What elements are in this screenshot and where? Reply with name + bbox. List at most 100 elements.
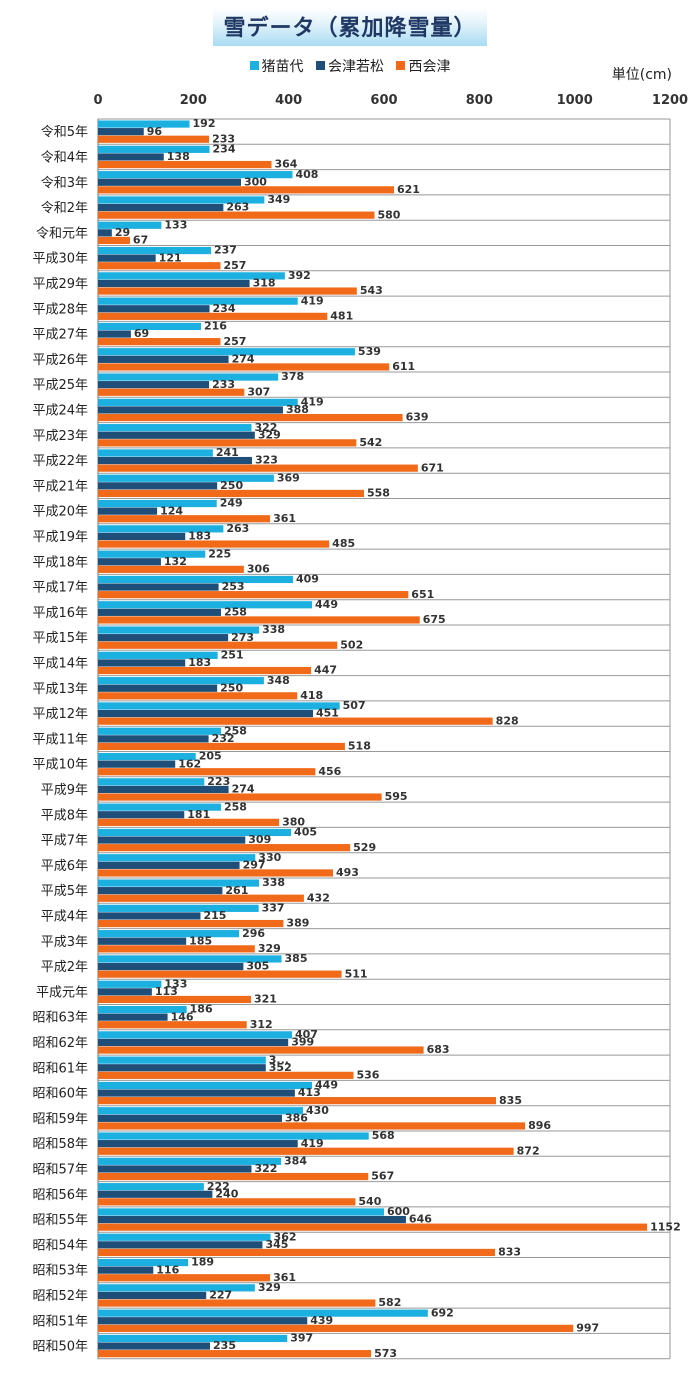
data-label: 225	[208, 547, 231, 560]
bar-inawashiro	[98, 348, 355, 356]
bar-aizuwakamatsu	[98, 735, 209, 743]
bar-aizuwakamatsu	[98, 608, 221, 616]
bar-aizuwakamatsu	[98, 1038, 289, 1047]
data-label: 1152	[650, 1220, 681, 1233]
data-label: 502	[340, 638, 363, 651]
category-label: 昭和50年	[32, 1340, 88, 1355]
data-label: 418	[300, 689, 323, 702]
data-label: 258	[224, 800, 247, 813]
data-label: 511	[345, 967, 368, 980]
bar-nishiaizu	[98, 666, 312, 675]
data-label: 251	[221, 648, 244, 661]
bar-aizuwakamatsu	[98, 203, 224, 212]
bar-nishiaizu	[98, 363, 390, 371]
bar-inawashiro	[98, 1309, 428, 1317]
data-label: 133	[164, 218, 187, 231]
bar-aizuwakamatsu	[98, 887, 223, 895]
bar-nishiaizu	[98, 565, 244, 573]
data-label: 385	[285, 952, 308, 965]
bar-inawashiro	[98, 1107, 303, 1115]
data-label: 183	[188, 656, 211, 669]
bar-aizuwakamatsu	[98, 988, 152, 996]
bar-nishiaizu	[98, 1274, 271, 1282]
data-label: 828	[496, 714, 519, 727]
category-label: 昭和51年	[32, 1314, 88, 1329]
bar-inawashiro	[98, 398, 298, 406]
data-label: 392	[288, 269, 311, 282]
bar-aizuwakamatsu	[98, 1114, 282, 1122]
bar-inawashiro	[98, 145, 210, 153]
bar-aizuwakamatsu	[98, 760, 176, 768]
data-label: 369	[277, 471, 300, 484]
bar-inawashiro	[98, 651, 218, 659]
data-label: 138	[167, 150, 190, 163]
data-label: 215	[203, 909, 226, 922]
bar-nishiaizu	[98, 160, 272, 169]
data-label: 872	[517, 1144, 540, 1157]
category-label: 令和2年	[41, 201, 88, 216]
data-label: 582	[378, 1296, 401, 1309]
bar-nishiaizu	[98, 844, 351, 852]
bar-aizuwakamatsu	[98, 381, 210, 389]
bar-nishiaizu	[98, 135, 210, 143]
data-label: 384	[284, 1154, 307, 1167]
data-label: 257	[224, 259, 247, 272]
data-label: 419	[301, 294, 324, 307]
bar-inawashiro	[98, 1258, 189, 1267]
bar-nishiaizu	[98, 413, 403, 422]
bar-aizuwakamatsu	[98, 305, 210, 313]
bar-aizuwakamatsu	[98, 1291, 207, 1300]
category-label: 平成30年	[32, 252, 88, 267]
bar-inawashiro	[98, 272, 285, 280]
category-label: 平成13年	[32, 682, 88, 697]
bar-aizuwakamatsu	[98, 1241, 263, 1249]
data-label: 296	[242, 927, 265, 940]
bar-nishiaizu	[98, 692, 298, 700]
bar-aizuwakamatsu	[98, 785, 229, 794]
category-label: 平成10年	[32, 758, 88, 773]
data-label: 250	[220, 479, 243, 492]
bar-nishiaizu	[98, 1248, 496, 1257]
category-label: 平成4年	[41, 909, 88, 924]
data-label: 896	[528, 1119, 551, 1132]
data-label: 312	[250, 1018, 273, 1031]
category-label: 平成22年	[32, 454, 88, 469]
data-label: 205	[199, 750, 222, 763]
bar-inawashiro	[98, 1132, 369, 1140]
data-label: 116	[156, 1263, 179, 1276]
bar-aizuwakamatsu	[98, 532, 186, 541]
legend-swatch-aizuwakamatsu	[316, 61, 325, 70]
data-label: 216	[204, 320, 227, 333]
data-label: 309	[248, 833, 271, 846]
data-label: 348	[267, 674, 290, 687]
data-label: 675	[423, 613, 446, 626]
chart-title-wrapper: 雪データ（累加降雪量）	[0, 8, 700, 46]
legend: 猪苗代 会津若松 西会津	[0, 56, 700, 76]
bar-nishiaizu	[98, 945, 255, 953]
data-label: 329	[258, 1281, 281, 1294]
bar-aizuwakamatsu	[98, 558, 161, 566]
bar-inawashiro	[98, 246, 211, 255]
bar-aizuwakamatsu	[98, 482, 218, 490]
data-label: 322	[254, 1162, 277, 1175]
data-label: 639	[406, 411, 429, 424]
data-label: 227	[209, 1289, 232, 1302]
data-label: 432	[307, 891, 330, 904]
unit-label: 単位(cm)	[611, 67, 672, 83]
legend-label-inawashiro: 猪苗代	[261, 59, 304, 75]
data-label: 409	[296, 573, 319, 586]
data-label: 543	[360, 284, 383, 297]
data-label: 399	[291, 1036, 314, 1049]
category-label: 令和3年	[41, 176, 88, 191]
bar-aizuwakamatsu	[98, 431, 255, 439]
data-label: 388	[286, 403, 309, 416]
bar-nishiaizu	[98, 287, 357, 295]
data-label: 337	[262, 901, 285, 914]
bar-nishiaizu	[98, 1021, 247, 1029]
category-label: 平成6年	[41, 859, 88, 874]
bar-aizuwakamatsu	[98, 583, 219, 591]
x-tick-label: 0	[93, 93, 102, 108]
bar-inawashiro	[98, 803, 221, 811]
category-label: 平成26年	[32, 353, 88, 368]
category-label: 平成8年	[41, 808, 88, 823]
